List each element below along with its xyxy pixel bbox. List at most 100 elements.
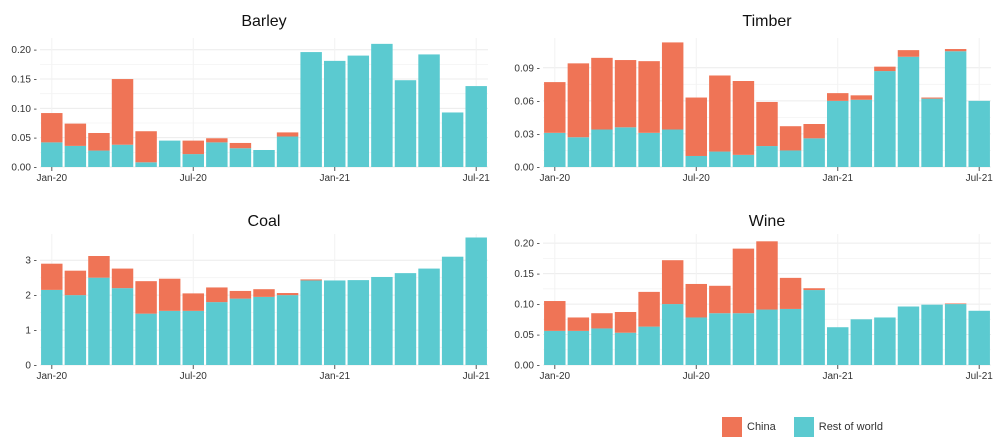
wine-bar-china (567, 317, 590, 331)
coal-x-tick-label: Jan-20 (37, 371, 68, 382)
timber-bar-rest-of-world (779, 150, 802, 167)
barley-chart: 0.00 - 0.05 - 0.10 - 0.15 - 0.20 - Jan-20 Jul-… (11, 13, 490, 184)
coal-y-tick-label: 3 - (25, 256, 37, 267)
coal-bar-rest-of-world (276, 295, 299, 365)
rest-of-world-swatch (793, 417, 814, 437)
timber-bar-china (944, 49, 967, 52)
timber-bar-china (779, 126, 802, 151)
wine-bar-china (803, 288, 825, 291)
wine-bar-rest-of-world (756, 309, 778, 365)
barley-bar-rest-of-world (182, 154, 204, 167)
barley-bar-china (276, 132, 299, 137)
barley-y-tick-label: 0.20 - (11, 45, 37, 56)
coal-x-tick-label: Jan-21 (319, 371, 350, 382)
coal-bar-rest-of-world (371, 276, 393, 365)
barley-bar-rest-of-world (441, 112, 464, 167)
wine-bar-rest-of-world (567, 330, 590, 365)
wine-bar-rest-of-world (544, 330, 566, 365)
wine-bar-china (638, 291, 660, 327)
barley-title: Barley (241, 13, 286, 30)
coal-bar-china (182, 293, 204, 311)
coal-y-tick-label: 2 - (25, 291, 37, 302)
wine-bar-rest-of-world (591, 328, 613, 365)
coal-y-tick-label: 0 - (25, 361, 37, 372)
timber-bar-china (756, 101, 778, 147)
coal-bar-rest-of-world (418, 268, 440, 365)
wine-bar-rest-of-world (779, 308, 802, 365)
barley-bar-rest-of-world (371, 43, 393, 168)
barley-bar-rest-of-world (158, 140, 181, 167)
coal-chart: 0 - 1 - 2 - 3 - Jan-20 Jul-20 Jan-21 Jul-21 Coal (25, 213, 490, 382)
wine-y-tick-label: 0.05 - (514, 330, 540, 341)
wine-bar-rest-of-world (827, 327, 849, 365)
barley-bar-rest-of-world (253, 149, 275, 167)
timber-bar-rest-of-world (944, 51, 967, 167)
timber-y-tick-label: 0.03 - (514, 129, 540, 140)
barley-x-tick-label: Jan-20 (37, 173, 68, 184)
coal-x-tick-label: Jul-21 (463, 371, 491, 382)
timber-x-tick-label: Jul-21 (966, 173, 994, 184)
barley-bar-rest-of-world (229, 148, 252, 167)
coal-bar-china (135, 281, 157, 314)
timber-bar-rest-of-world (732, 154, 755, 167)
coal-bar-rest-of-world (111, 288, 134, 365)
barley-bar-rest-of-world (41, 142, 63, 167)
coal-bar-china (64, 270, 87, 296)
coal-bar-china (253, 289, 275, 297)
barley-bar-china (206, 138, 228, 143)
barley-bar-china (182, 140, 204, 155)
wine-title: Wine (749, 213, 786, 230)
barley-y-tick-label: 0.05 - (11, 133, 37, 144)
coal-bar-rest-of-world (229, 298, 252, 365)
coal-bar-rest-of-world (64, 295, 87, 365)
timber-bar-china (685, 97, 707, 156)
wine-bar-rest-of-world (968, 310, 990, 365)
wine-bar-china (685, 283, 707, 318)
timber-bar-rest-of-world (591, 129, 613, 167)
wine-bar-rest-of-world (850, 319, 873, 365)
timber-y-tick-label: 0.09 - (514, 63, 540, 74)
legend-label-china: China (747, 421, 776, 433)
coal-bar-china (206, 287, 228, 303)
coal-bar-china (41, 263, 63, 290)
barley-y-tick-label: 0.15 - (11, 75, 37, 86)
barley-bar-rest-of-world (135, 162, 157, 167)
wine-bar-rest-of-world (709, 313, 731, 365)
barley-bar-china (64, 123, 87, 146)
barley-bar-china (135, 131, 157, 163)
legend-label-rest-of-world: Rest of world (818, 421, 883, 433)
coal-bar-rest-of-world (135, 313, 157, 365)
coal-bar-china (300, 279, 322, 281)
timber-y-tick-label: 0.06 - (514, 96, 540, 107)
timber-bar-china (661, 42, 684, 130)
coal-bar-rest-of-world (88, 277, 110, 365)
wine-bar-china (591, 313, 613, 329)
timber-bar-rest-of-world (874, 71, 896, 167)
timber-bar-china (897, 50, 920, 57)
timber-bar-china (591, 57, 613, 130)
barley-bar-rest-of-world (418, 54, 440, 167)
timber-bar-china (850, 95, 873, 100)
wine-bar-china (614, 311, 637, 333)
coal-bar-china (229, 290, 252, 299)
barley-bar-rest-of-world (64, 145, 87, 167)
coal-bar-china (158, 278, 181, 311)
wine-bar-china (544, 301, 566, 331)
timber-bar-china (803, 124, 825, 139)
coal-bar-rest-of-world (206, 302, 228, 365)
wine-bar-china (944, 303, 967, 305)
timber-bar-rest-of-world (638, 132, 660, 167)
barley-x-tick-label: Jan-21 (319, 173, 350, 184)
timber-bar-china (921, 97, 943, 99)
wine-bar-rest-of-world (614, 332, 637, 365)
wine-x-tick-label: Jul-21 (966, 371, 994, 382)
legend-item-rest-of-world: Rest of world (793, 417, 883, 437)
coal-bar-rest-of-world (465, 237, 487, 365)
coal-bar-rest-of-world (41, 289, 63, 365)
barley-bar-rest-of-world (88, 150, 110, 167)
coal-bar-china (276, 293, 299, 296)
timber-bar-rest-of-world (968, 100, 990, 167)
wine-bar-rest-of-world (638, 326, 660, 365)
timber-bar-rest-of-world (685, 155, 707, 167)
